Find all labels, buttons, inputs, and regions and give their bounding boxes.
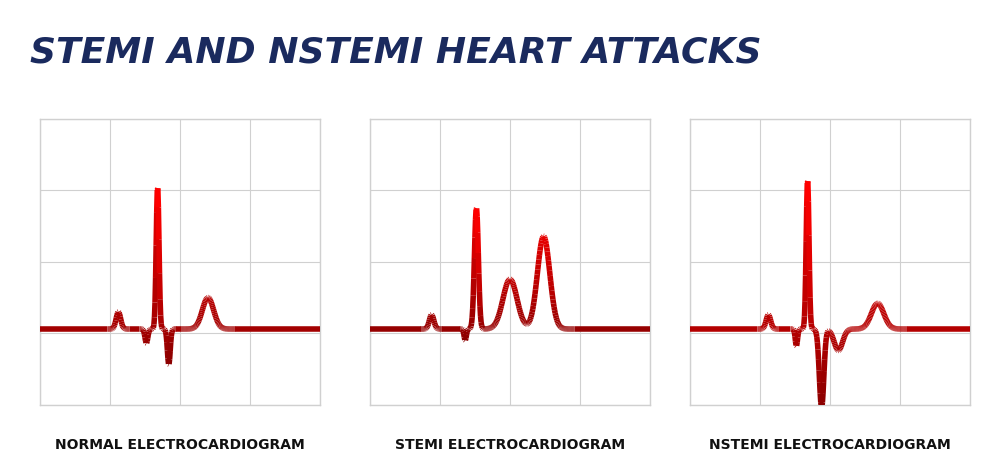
Text: STEMI AND NSTEMI HEART ATTACKS: STEMI AND NSTEMI HEART ATTACKS — [30, 35, 762, 69]
Text: STEMI ELECTROCARDIOGRAM: STEMI ELECTROCARDIOGRAM — [395, 438, 625, 452]
Text: NORMAL ELECTROCARDIOGRAM: NORMAL ELECTROCARDIOGRAM — [55, 438, 305, 452]
Text: NSTEMI ELECTROCARDIOGRAM: NSTEMI ELECTROCARDIOGRAM — [709, 438, 951, 452]
